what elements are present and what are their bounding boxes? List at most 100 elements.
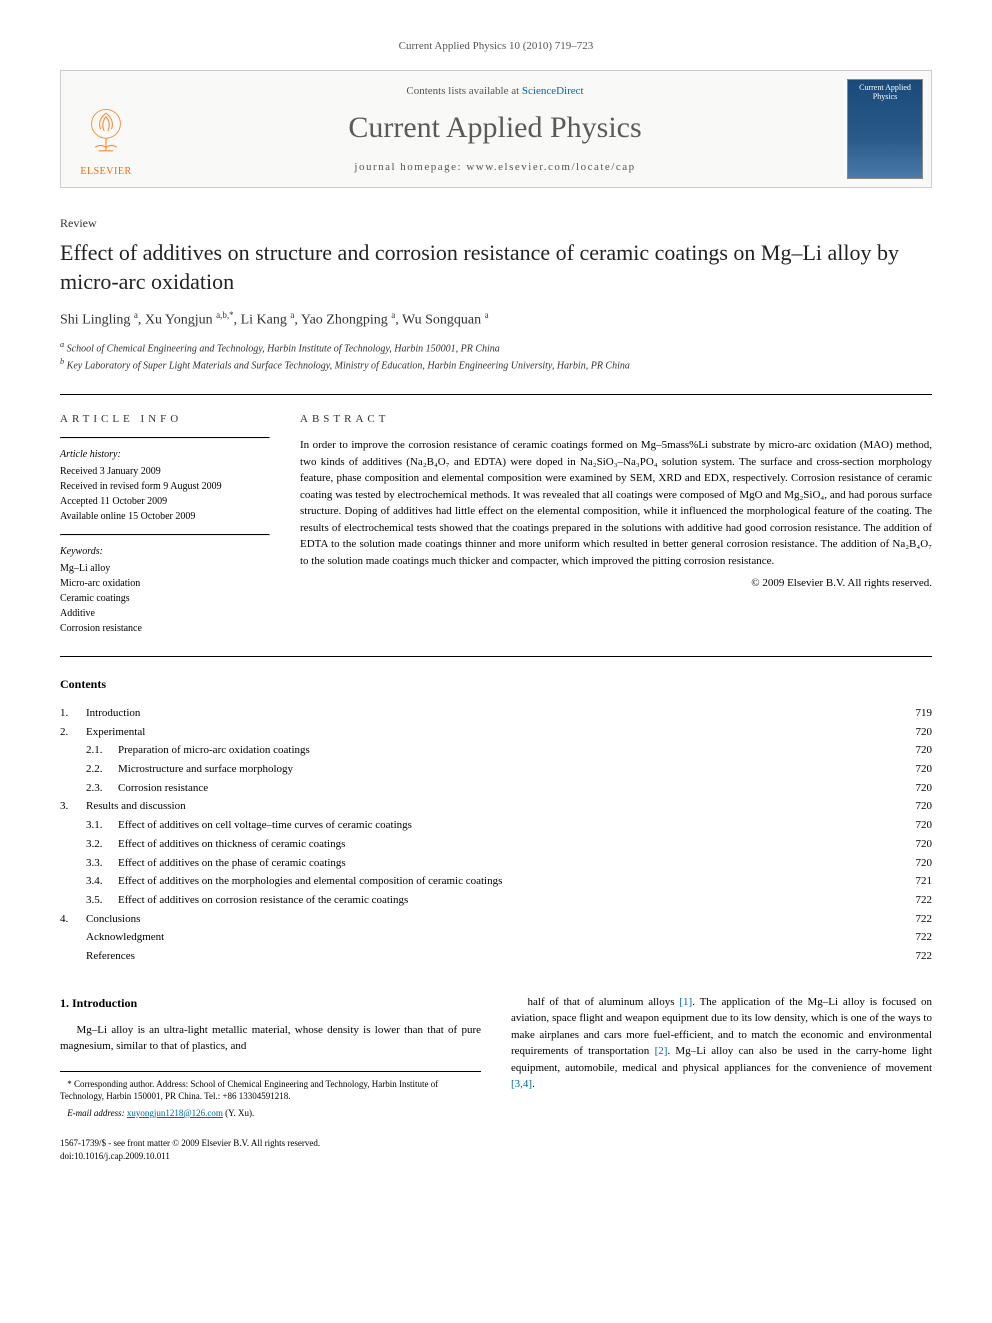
doi-line: doi:10.1016/j.cap.2009.10.011 xyxy=(60,1150,481,1163)
article-title: Effect of additives on structure and cor… xyxy=(60,239,932,296)
toc-row[interactable]: 3.1.Effect of additives on cell voltage–… xyxy=(60,816,932,835)
toc-row[interactable]: 1.Introduction 719 xyxy=(60,704,932,723)
divider xyxy=(60,656,932,657)
journal-homepage-line: journal homepage: www.elsevier.com/locat… xyxy=(161,161,829,173)
toc-page: 722 xyxy=(902,910,932,929)
homepage-prefix: journal homepage: xyxy=(354,161,466,173)
corresponding-email-link[interactable]: xuyongjun1218@126.com xyxy=(127,1108,223,1118)
journal-cover-thumbnail: Current Applied Physics xyxy=(847,79,923,179)
toc-page: 720 xyxy=(902,816,932,835)
journal-name: Current Applied Physics xyxy=(161,111,829,145)
toc-row[interactable]: 3.4.Effect of additives on the morpholog… xyxy=(60,872,932,891)
toc-row[interactable]: 2.3.Corrosion resistance 720 xyxy=(60,779,932,798)
article-type: Review xyxy=(60,216,932,231)
toc-label: Acknowledgment xyxy=(86,928,164,947)
toc-label: Results and discussion xyxy=(86,797,186,816)
toc-row[interactable]: 3.Results and discussion 720 xyxy=(60,797,932,816)
toc-label: Effect of additives on the phase of cera… xyxy=(118,854,346,873)
toc-row[interactable]: 2.2.Microstructure and surface morpholog… xyxy=(60,760,932,779)
keyword-item: Mg–Li alloy xyxy=(60,561,270,576)
article-history-list: Received 3 January 2009Received in revis… xyxy=(60,464,270,524)
toc-number: 4. xyxy=(60,910,86,929)
affiliation: a School of Chemical Engineering and Tec… xyxy=(60,339,932,356)
elsevier-logo: ELSEVIER xyxy=(79,104,133,177)
publisher-name: ELSEVIER xyxy=(79,166,133,177)
intro-heading: 1. Introduction xyxy=(60,994,481,1012)
keyword-item: Micro-arc oxidation xyxy=(60,576,270,591)
toc-label: Experimental xyxy=(86,723,145,742)
toc-row[interactable]: 3.2.Effect of additives on thickness of … xyxy=(60,835,932,854)
toc-row[interactable]: 4.Conclusions 722 xyxy=(60,910,932,929)
history-item: Received in revised form 9 August 2009 xyxy=(60,479,270,494)
toc-number: 3. xyxy=(60,797,86,816)
toc-label: Effect of additives on thickness of cera… xyxy=(118,835,345,854)
journal-cover-block: Current Applied Physics xyxy=(839,71,931,187)
toc-label: Microstructure and surface morphology xyxy=(118,760,293,779)
footnote-email-suffix: (Y. Xu). xyxy=(223,1108,254,1118)
issn-line: 1567-1739/$ - see front matter © 2009 El… xyxy=(60,1137,481,1150)
toc-label: Corrosion resistance xyxy=(118,779,208,798)
article-info-heading: ARTICLE INFO xyxy=(60,411,270,428)
toc-label: References xyxy=(86,947,135,966)
ref-link[interactable]: [3,4] xyxy=(511,1078,532,1090)
toc-page: 721 xyxy=(902,872,932,891)
page-footer: 1567-1739/$ - see front matter © 2009 El… xyxy=(60,1137,481,1162)
toc-subnumber: 2.1. xyxy=(86,741,118,760)
toc-row[interactable]: 3.3.Effect of additives on the phase of … xyxy=(60,854,932,873)
abstract-copyright: © 2009 Elsevier B.V. All rights reserved… xyxy=(300,575,932,592)
toc-subnumber: 2.3. xyxy=(86,779,118,798)
toc-subnumber: 2.2. xyxy=(86,760,118,779)
toc-subnumber: 3.2. xyxy=(86,835,118,854)
toc-page: 719 xyxy=(902,704,932,723)
footnote-corresponding: * Corresponding author. Address: School … xyxy=(60,1078,481,1103)
toc-page: 722 xyxy=(902,947,932,966)
ref-link[interactable]: [1] xyxy=(679,996,692,1008)
abstract-heading: ABSTRACT xyxy=(300,411,932,428)
toc-label: Effect of additives on cell voltage–time… xyxy=(118,816,412,835)
footnote-email-line: E-mail address: xuyongjun1218@126.com (Y… xyxy=(60,1107,481,1120)
keyword-item: Corrosion resistance xyxy=(60,621,270,636)
keyword-item: Additive xyxy=(60,606,270,621)
toc-row[interactable]: References 722 xyxy=(60,947,932,966)
keyword-item: Ceramic coatings xyxy=(60,591,270,606)
toc-page: 720 xyxy=(902,760,932,779)
history-item: Accepted 11 October 2009 xyxy=(60,494,270,509)
sciencedirect-link[interactable]: ScienceDirect xyxy=(522,85,584,97)
toc-row[interactable]: 3.5.Effect of additives on corrosion res… xyxy=(60,891,932,910)
article-history-label: Article history: xyxy=(60,447,270,462)
info-divider xyxy=(60,534,270,536)
elsevier-tree-icon xyxy=(79,104,133,158)
toc-label: Effect of additives on the morphologies … xyxy=(118,872,502,891)
corresponding-author-footnote: * Corresponding author. Address: School … xyxy=(60,1071,481,1120)
toc-row[interactable]: Acknowledgment 722 xyxy=(60,928,932,947)
publisher-logo-block: ELSEVIER xyxy=(61,71,151,187)
affiliation: b Key Laboratory of Super Light Material… xyxy=(60,356,932,373)
toc-subnumber: 3.4. xyxy=(86,872,118,891)
footnote-email-label: E-mail address: xyxy=(67,1108,127,1118)
toc-page: 720 xyxy=(902,741,932,760)
toc-row[interactable]: 2.1.Preparation of micro-arc oxidation c… xyxy=(60,741,932,760)
authors-line: Shi Lingling a, Xu Yongjun a,b,*, Li Kan… xyxy=(60,310,932,329)
toc-row[interactable]: 2.Experimental 720 xyxy=(60,723,932,742)
body-column-left: 1. Introduction Mg–Li alloy is an ultra-… xyxy=(60,994,481,1163)
cover-title: Current Applied Physics xyxy=(852,84,918,102)
intro-paragraph-right: half of that of aluminum alloys [1]. The… xyxy=(511,994,932,1093)
intro-paragraph-left: Mg–Li alloy is an ultra-light metallic m… xyxy=(60,1022,481,1055)
running-header: Current Applied Physics 10 (2010) 719–72… xyxy=(60,40,932,52)
homepage-url[interactable]: www.elsevier.com/locate/cap xyxy=(466,161,635,173)
page: Current Applied Physics 10 (2010) 719–72… xyxy=(0,0,992,1203)
toc-number: 2. xyxy=(60,723,86,742)
info-abstract-row: ARTICLE INFO Article history: Received 3… xyxy=(60,411,932,637)
history-item: Available online 15 October 2009 xyxy=(60,509,270,524)
toc-subnumber: 3.5. xyxy=(86,891,118,910)
toc-page: 720 xyxy=(902,854,932,873)
info-divider xyxy=(60,437,270,439)
toc-page: 720 xyxy=(902,797,932,816)
masthead-center: Contents lists available at ScienceDirec… xyxy=(151,71,839,187)
ref-link[interactable]: [2] xyxy=(655,1045,668,1057)
toc-label: Conclusions xyxy=(86,910,140,929)
body-columns: 1. Introduction Mg–Li alloy is an ultra-… xyxy=(60,994,932,1163)
toc-page: 722 xyxy=(902,891,932,910)
abstract-text: In order to improve the corrosion resist… xyxy=(300,437,932,569)
history-item: Received 3 January 2009 xyxy=(60,464,270,479)
